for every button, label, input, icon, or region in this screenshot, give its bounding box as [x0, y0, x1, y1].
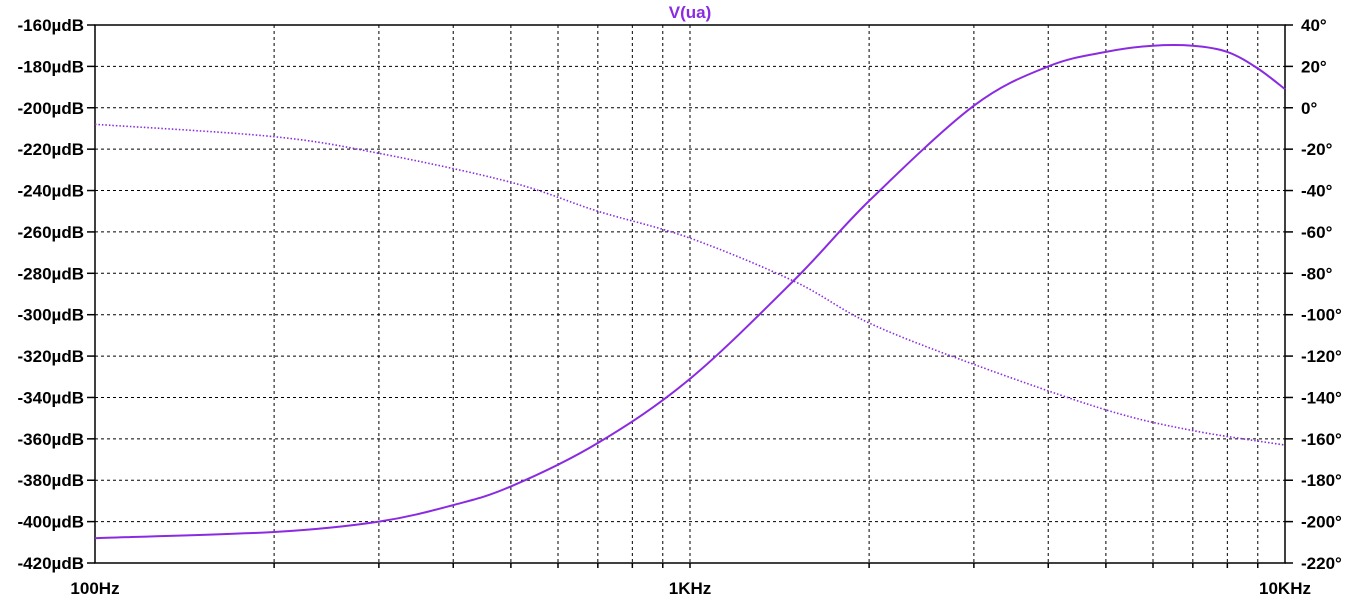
y-left-tick-label: -340µdB	[18, 388, 84, 407]
x-tick-label: 1KHz	[669, 579, 712, 598]
series-group	[94, 43, 1286, 540]
axis-ticks	[87, 24, 1293, 568]
y-left-tick-label: -420µdB	[18, 554, 84, 573]
y-left-tick-label: -260µdB	[18, 223, 84, 242]
y-left-tick-label: -160µdB	[18, 16, 84, 35]
y-right-tick-label: -220°	[1301, 554, 1342, 573]
x-axis-labels: 100Hz 1KHz 10KHz	[70, 579, 1311, 598]
y-right-tick-label: -20°	[1301, 140, 1333, 159]
left-axis-labels: -160µdB -180µdB -200µdB -220µdB -240µdB -260µ…	[18, 16, 84, 573]
grid	[95, 25, 1285, 563]
y-right-tick-label: -120°	[1301, 347, 1342, 366]
y-right-tick-label: -40°	[1301, 182, 1333, 201]
y-right-tick-label: -60°	[1301, 223, 1333, 242]
magnitude-line	[94, 43, 1286, 540]
y-left-tick-label: -400µdB	[18, 513, 84, 532]
y-right-tick-label: -100°	[1301, 306, 1342, 325]
y-left-tick-label: -180µdB	[18, 57, 84, 76]
chart-title: V(ua)	[669, 3, 712, 22]
x-tick-label: 10KHz	[1259, 579, 1311, 598]
phase-line	[94, 123, 1286, 446]
y-left-tick-label: -320µdB	[18, 347, 84, 366]
y-right-tick-label: 0°	[1301, 99, 1317, 118]
y-right-tick-label: 20°	[1301, 57, 1327, 76]
right-axis-labels: 40° 20° 0° -20° -40° -60° -80° -100° -120° -140° -…	[1301, 16, 1342, 573]
y-left-tick-label: -240µdB	[18, 182, 84, 201]
y-right-tick-label: 40°	[1301, 16, 1327, 35]
y-right-tick-label: -160°	[1301, 430, 1342, 449]
x-tick-label: 100Hz	[70, 579, 119, 598]
y-left-tick-label: -360µdB	[18, 430, 84, 449]
y-left-tick-label: -300µdB	[18, 306, 84, 325]
y-right-tick-label: -140°	[1301, 388, 1342, 407]
y-left-tick-label: -380µdB	[18, 471, 84, 490]
y-right-tick-label: -180°	[1301, 471, 1342, 490]
y-right-tick-label: -80°	[1301, 264, 1333, 283]
y-right-tick-label: -200°	[1301, 513, 1342, 532]
y-left-tick-label: -280µdB	[18, 264, 84, 283]
y-left-tick-label: -200µdB	[18, 99, 84, 118]
y-left-tick-label: -220µdB	[18, 140, 84, 159]
